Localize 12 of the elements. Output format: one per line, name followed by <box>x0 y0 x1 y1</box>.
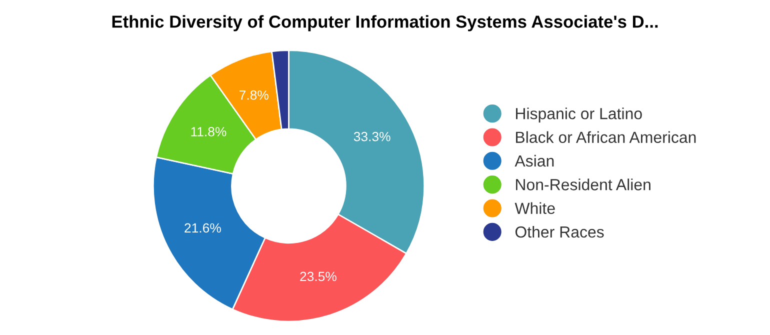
data-label: 11.8% <box>191 127 226 136</box>
data-label: 23.5% <box>300 272 336 282</box>
legend-label: Other Races <box>515 226 604 238</box>
data-label: 33.3% <box>354 132 390 142</box>
legend-label: Non-Resident Alien <box>516 178 650 190</box>
legend-label: White <box>514 202 555 214</box>
legend-label: Black or African American <box>516 131 696 143</box>
chart-title: Ethnic Diversity of Computer Information Systems Associate's D... <box>112 15 658 32</box>
data-label: 21.6% <box>184 223 221 233</box>
data-label: 7.8% <box>240 90 268 100</box>
legend-label: Asian <box>514 154 554 167</box>
legend-label: Hispanic or Latino <box>516 108 642 122</box>
